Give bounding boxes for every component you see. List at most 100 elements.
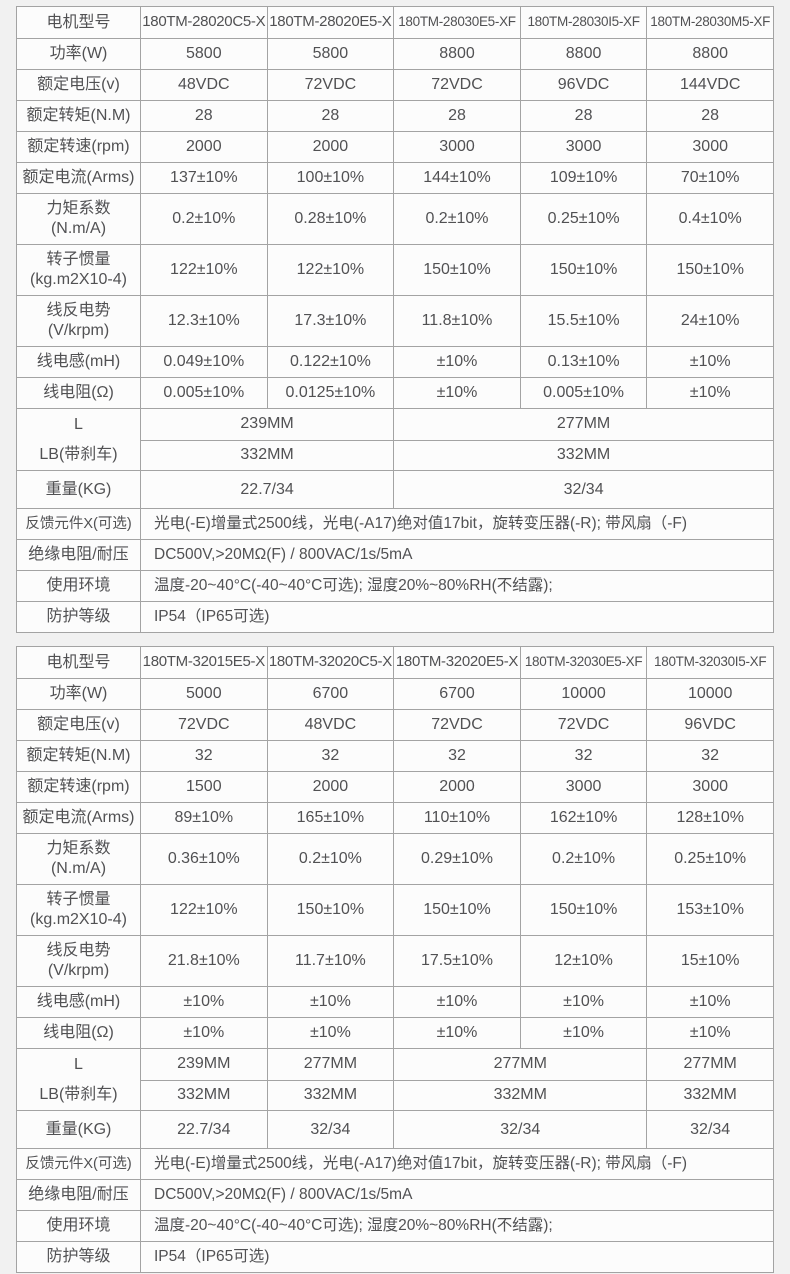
cell-value: 122±10% bbox=[140, 244, 268, 296]
cell-value: 32/34 bbox=[646, 1110, 774, 1149]
cell-value: 150±10% bbox=[266, 884, 395, 936]
row-label: 额定转矩(N.M) bbox=[16, 100, 141, 132]
cell-value: 32/34 bbox=[393, 1110, 648, 1149]
info-value: 光电(-E)增量式2500线，光电(-A17)绝对值17bit，旋转变压器(-R… bbox=[140, 508, 774, 540]
cell-value: 0.25±10% bbox=[519, 193, 648, 245]
cell-value: 22.7/34 bbox=[139, 470, 395, 509]
row-label-l-lb: L LB(带刹车) bbox=[16, 1048, 141, 1111]
cell-value: 144±10% bbox=[393, 162, 521, 194]
motor-spec-table-2: 电机型号 180TM-32015E5-X 180TM-32020C5-X 180… bbox=[16, 646, 774, 1273]
cell-value: 72VDC bbox=[266, 69, 395, 101]
cell-value: 0.36±10% bbox=[140, 833, 268, 885]
cell-value: 150±10% bbox=[393, 884, 521, 936]
cell-value: 128±10% bbox=[646, 802, 774, 834]
row-label: 反馈元件X(可选) bbox=[16, 1148, 141, 1180]
row-label: 功率(W) bbox=[16, 38, 141, 70]
cell-value: ±10% bbox=[393, 986, 521, 1018]
row-label: 额定电流(Arms) bbox=[16, 162, 141, 194]
cell-value: 150±10% bbox=[519, 884, 648, 936]
info-value: 温度-20~40°C(-40~40°C可选); 湿度20%~80%RH(不结露)… bbox=[140, 570, 774, 602]
cell-value: 11.7±10% bbox=[266, 935, 395, 987]
row-label-line2: (V/krpm) bbox=[47, 962, 110, 979]
cell-value: 6700 bbox=[266, 678, 395, 710]
row-label-l-lb: L LB(带刹车) bbox=[16, 408, 141, 471]
model-header-row: 电机型号 180TM-28020C5-X 180TM-28020E5-X 180… bbox=[16, 6, 774, 39]
cell-value: 12±10% bbox=[519, 935, 648, 987]
row-label-line2: (kg.m2X10-4) bbox=[30, 911, 127, 928]
row-label: 绝缘电阻/耐压 bbox=[16, 1179, 141, 1211]
model-name: 180TM-32020C5-X bbox=[266, 646, 395, 679]
cell-value: 2000 bbox=[140, 131, 268, 163]
cell-value: 24±10% bbox=[646, 295, 774, 347]
info-value: IP54（IP65可选) bbox=[140, 601, 774, 633]
info-row-environment: 使用环境 温度-20~40°C(-40~40°C可选); 湿度20%~80%RH… bbox=[16, 1210, 774, 1242]
cell-value: 137±10% bbox=[140, 162, 268, 194]
cell-value: 150±10% bbox=[646, 244, 774, 296]
cell-value: 0.2±10% bbox=[393, 193, 521, 245]
model-name: 180TM-28030I5-XF bbox=[519, 6, 648, 39]
spec-row-resistance: 线电阻(Ω) ±10% ±10% ±10% ±10% ±10% bbox=[16, 1017, 774, 1049]
cell-value: 8800 bbox=[393, 38, 521, 70]
row-label-line2: (N.m/A) bbox=[50, 860, 107, 877]
row-label-line1: 线反电势 bbox=[46, 302, 111, 319]
spec-row-weight: 重量(KG) 22.7/34 32/34 32/34 32/34 bbox=[16, 1110, 774, 1149]
spec-row-length-brake: 332MM 332MM bbox=[17, 439, 774, 471]
cell-value: 150±10% bbox=[393, 244, 521, 296]
cell-value: 22.7/34 bbox=[140, 1110, 268, 1149]
cell-value: 0.122±10% bbox=[266, 346, 395, 378]
model-name: 180TM-32020E5-X bbox=[393, 646, 521, 679]
row-label-line2: (kg.m2X10-4) bbox=[30, 271, 127, 288]
spec-row-resistance: 线电阻(Ω) 0.005±10% 0.0125±10% ±10% 0.005±1… bbox=[16, 377, 774, 409]
cell-value: 15±10% bbox=[646, 935, 774, 987]
info-value: IP54（IP65可选) bbox=[140, 1241, 774, 1273]
cell-value: 32 bbox=[393, 740, 521, 772]
info-value: DC500V,>20MΩ(F) / 800VAC/1s/5mA bbox=[140, 1179, 774, 1211]
row-label: 反馈元件X(可选) bbox=[16, 508, 141, 540]
cell-value: 110±10% bbox=[393, 802, 521, 834]
cell-value: ±10% bbox=[519, 1017, 648, 1049]
cell-value: 0.4±10% bbox=[646, 193, 774, 245]
cell-value: ±10% bbox=[393, 346, 521, 378]
cell-value: 3000 bbox=[646, 131, 774, 163]
cell-value: 2000 bbox=[393, 771, 521, 803]
info-row-feedback: 反馈元件X(可选) 光电(-E)增量式2500线，光电(-A17)绝对值17bi… bbox=[16, 1148, 774, 1180]
cell-value: 28 bbox=[140, 100, 268, 132]
spec-row-inductance: 线电感(mH) 0.049±10% 0.122±10% ±10% 0.13±10… bbox=[16, 346, 774, 378]
row-label-line2: (V/krpm) bbox=[47, 322, 110, 339]
cell-value: 239MM bbox=[139, 408, 395, 441]
cell-value: 100±10% bbox=[266, 162, 395, 194]
cell-value: 277MM bbox=[646, 1048, 774, 1081]
cell-value: 17.5±10% bbox=[393, 935, 521, 987]
row-label-line1: 转子惯量 bbox=[46, 251, 111, 268]
cell-value: 144VDC bbox=[646, 69, 774, 101]
cell-value: 72VDC bbox=[393, 69, 521, 101]
cell-value: ±10% bbox=[646, 346, 774, 378]
cell-value: 165±10% bbox=[266, 802, 395, 834]
cell-value: 28 bbox=[519, 100, 648, 132]
cell-value: 109±10% bbox=[519, 162, 648, 194]
cell-value: 0.049±10% bbox=[140, 346, 268, 378]
cell-value: 11.8±10% bbox=[393, 295, 521, 347]
cell-value: 3000 bbox=[519, 771, 648, 803]
model-name: 180TM-32015E5-X bbox=[140, 646, 268, 679]
motor-spec-table-1: 电机型号 180TM-28020C5-X 180TM-28020E5-X 180… bbox=[16, 6, 774, 633]
row-label: 使用环境 bbox=[16, 570, 141, 602]
cell-value: 0.005±10% bbox=[140, 377, 268, 409]
cell-value: ±10% bbox=[266, 1017, 395, 1049]
row-label-line2: (N.m/A) bbox=[50, 220, 107, 237]
cell-value: 332MM bbox=[393, 439, 774, 471]
header-label: 电机型号 bbox=[16, 646, 141, 679]
cell-value: 0.2±10% bbox=[519, 833, 648, 885]
info-row-protection: 防护等级 IP54（IP65可选) bbox=[16, 601, 774, 633]
cell-value: 2000 bbox=[266, 131, 395, 163]
cell-value: 1500 bbox=[140, 771, 268, 803]
model-name: 180TM-28020C5-X bbox=[140, 6, 268, 39]
spec-row-length-brake: 332MM 332MM 332MM 332MM bbox=[17, 1079, 774, 1111]
row-label: 额定电流(Arms) bbox=[16, 802, 141, 834]
cell-value: 5800 bbox=[140, 38, 268, 70]
model-name: 180TM-28030E5-XF bbox=[393, 6, 521, 39]
cell-value: 72VDC bbox=[140, 709, 268, 741]
cell-value: 28 bbox=[393, 100, 521, 132]
cell-value: 122±10% bbox=[140, 884, 268, 936]
